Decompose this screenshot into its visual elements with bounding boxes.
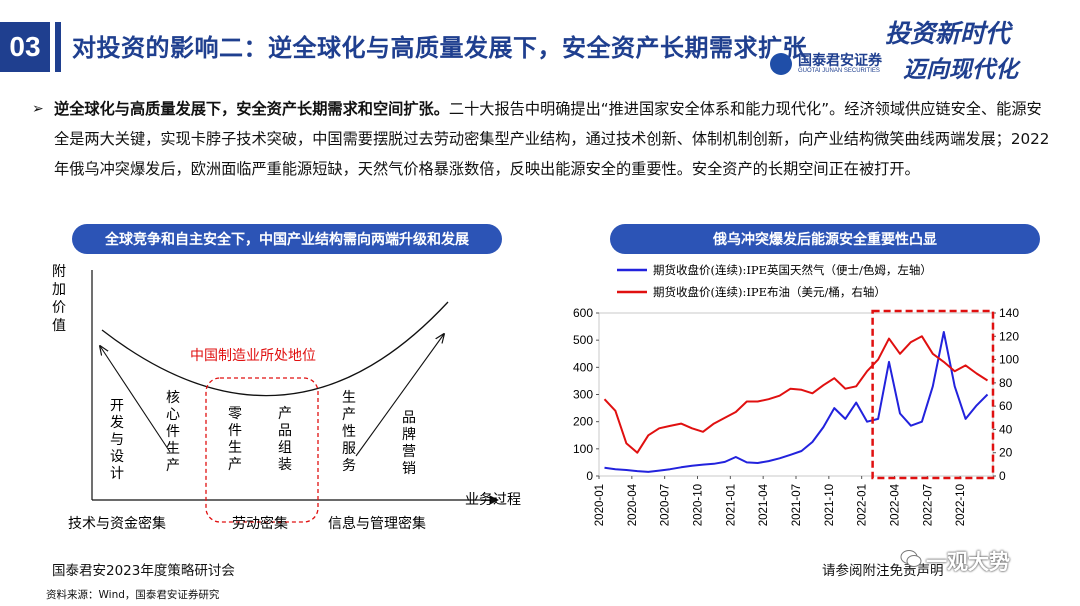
stage-label: 品牌营销	[402, 410, 416, 477]
chart-panel-title: 俄乌冲突爆发后能源安全重要性凸显	[610, 224, 1040, 254]
y-axis-label-char: 附	[52, 264, 66, 280]
legend-label: 期货收盘价(连续):IPE英国天然气（便士/色姆，左轴）	[653, 263, 932, 277]
legend-label: 期货收盘价(连续):IPE布油（美元/桶，右轴）	[653, 285, 886, 299]
x-tick-label: 2022-07	[922, 484, 934, 526]
labor-intensive-highlight	[205, 377, 319, 523]
company-logo: 国泰君安证券 GUOTAI JUNAN SECURITIES	[770, 50, 940, 78]
stage-label: 开发与设计	[110, 398, 124, 482]
logo-text-cn: 国泰君安证券	[798, 53, 882, 69]
footer-event: 国泰君安2023年度策略研讨会	[52, 563, 235, 579]
y-left-tick-label: 100	[573, 442, 593, 456]
chart-series	[603, 331, 989, 473]
category-labor: 劳动密集	[232, 515, 288, 532]
logo-text-en: GUOTAI JUNAN SECURITIES	[798, 68, 880, 74]
x-tick-label: 2022-10	[955, 484, 967, 526]
y-right-tick-label: 0	[999, 469, 1006, 483]
stage-label: 零件生产	[228, 406, 242, 473]
y-right-tick-label: 40	[999, 422, 1013, 436]
highlight-box	[871, 309, 995, 480]
category-info-management: 信息与管理密集	[328, 515, 426, 532]
curve-label: 中国制造业所处地位	[190, 348, 316, 364]
x-tick-label: 2020-07	[660, 484, 672, 526]
wechat-icon	[900, 550, 922, 567]
x-tick-label: 2021-04	[758, 483, 770, 526]
x-tick-label: 2021-10	[824, 484, 836, 526]
page-title: 对投资的影响二：逆全球化与高质量发展下，安全资产长期需求扩张	[72, 34, 807, 62]
slogan-line-2: 迈向现代化	[903, 56, 1018, 83]
bullet-arrow-icon: ➢	[32, 101, 44, 117]
smile-panel-title: 全球竞争和自主安全下，中国产业结构需向两端升级和发展	[72, 224, 502, 254]
y-right-tick-label: 20	[999, 446, 1013, 460]
watermark: 一观大势	[900, 546, 1010, 576]
brand-slogan: 投资新时代 迈向现代化	[855, 8, 1055, 84]
stage-labels: 开发与设计 核心件生产 零件生产 产品组装 生产性服务 品牌营销	[110, 390, 416, 482]
summary-bullet: ➢ 逆全球化与高质量发展下，安全资产长期需求和空间扩张。二十大报告中明确提出“推…	[32, 94, 1052, 184]
x-tick-label: 2022-01	[857, 484, 869, 526]
y-right-tick-label: 100	[999, 353, 1019, 367]
y-right-tick-label: 140	[999, 306, 1019, 320]
y-left-tick-label: 600	[573, 306, 593, 320]
disclaimer-link[interactable]: 请参阅附注免责声明	[822, 563, 944, 579]
y-left-tick-label: 0	[586, 469, 593, 483]
slogan-line-1: 投资新时代	[885, 19, 1011, 48]
y-right-tick-label: 120	[999, 329, 1019, 343]
bullet-lead: 逆全球化与高质量发展下，安全资产长期需求和空间扩张。	[54, 100, 449, 118]
x-tick-label: 2020-04	[627, 483, 639, 526]
y-right-tick-label: 60	[999, 399, 1013, 413]
y-left-tick-label: 200	[573, 415, 593, 429]
stage-label: 生产性服务	[342, 390, 356, 474]
bullet-body: 二十大报告中明确提出“推进国家安全体系和能力现代化”。经济领域供应链安全、能源安…	[54, 100, 1050, 178]
left-up-arrow	[100, 346, 171, 453]
x-tick-label: 2020-01	[594, 484, 606, 526]
plot-frame	[598, 312, 994, 477]
chart-legend: 期货收盘价(连续):IPE英国天然气（便士/色姆，左轴） 期货收盘价(连续):IP…	[617, 263, 932, 299]
y-axis-label: 附加价值	[52, 264, 66, 334]
data-source: 资料来源：Wind，国泰君安证券研究	[46, 589, 220, 601]
brent-oil-line	[603, 335, 989, 454]
conflict-period-box	[871, 309, 995, 480]
x-tick-label: 2020-10	[693, 484, 705, 526]
y-axis-label-char: 值	[52, 318, 66, 334]
title-accent-bar	[55, 22, 61, 72]
stage-label: 产品组装	[278, 406, 292, 473]
smile-curve-diagram: 附加价值 业务过程 中国制造业所处地位 开发与设计 核心件生产 零件生产 产品组装 生产…	[52, 264, 521, 532]
energy-price-chart: 期货收盘价(连续):IPE英国天然气（便士/色姆，左轴） 期货收盘价(连续):IP…	[573, 263, 1019, 526]
x-tick-label: 2022-04	[890, 483, 902, 526]
gas-price-line	[604, 331, 989, 473]
y-axis-label-char: 加	[52, 282, 66, 298]
y-right-tick-label: 80	[999, 376, 1013, 390]
y-left-tick-label: 400	[573, 360, 593, 374]
y-left-tick-label: 300	[573, 388, 593, 402]
y-left-tick-label: 500	[573, 333, 593, 347]
chart-axes: 0 100 200 300 400 500 600 0 20 40 60 80 100 120 140 202…	[573, 306, 1019, 526]
bullet-text: 逆全球化与高质量发展下，安全资产长期需求和空间扩张。二十大报告中明确提出“推进国…	[54, 94, 1052, 184]
smile-curve	[101, 301, 449, 397]
watermark-text: 一观大势	[926, 550, 1010, 574]
y-axis-label-char: 价	[52, 300, 66, 316]
section-number: 03	[0, 22, 50, 72]
x-axis-label: 业务过程	[465, 492, 521, 508]
x-tick-label: 2021-07	[791, 484, 803, 526]
logo-mark-icon	[770, 53, 792, 75]
x-tick-label: 2021-01	[725, 484, 737, 526]
right-up-arrow	[355, 334, 444, 457]
category-tech-capital: 技术与资金密集	[68, 515, 166, 532]
stage-label: 核心件生产	[166, 390, 180, 474]
